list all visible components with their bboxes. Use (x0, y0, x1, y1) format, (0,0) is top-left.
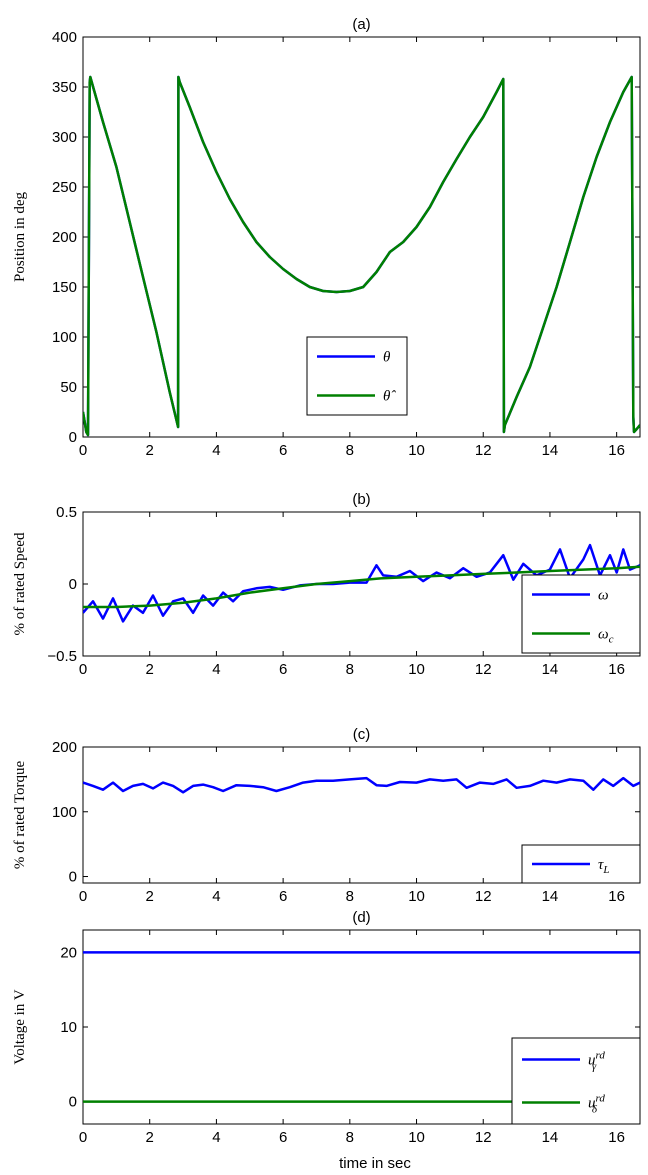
series-line-1 (83, 776, 640, 794)
series-line-1 (83, 543, 640, 623)
y-tick-label: 0 (69, 1094, 77, 1111)
x-tick-label: 12 (475, 888, 492, 905)
x-tick-label: 10 (408, 888, 425, 905)
x-tick-label: 14 (542, 661, 559, 678)
y-tick-label: 20 (60, 944, 77, 961)
panel-c: (c) % of rated Torque 0 2 4 6 8 10 12 14 16 0 100 200… (12, 726, 641, 905)
x-tick-label: 6 (279, 661, 287, 678)
y-tick-label: 100 (52, 804, 77, 821)
x-tick-label: 6 (279, 888, 287, 905)
panel-a: (a) Position in deg 0 2 4 6 8 10 12 14 16 0 50 100 150… (12, 16, 641, 459)
x-tick-label: 12 (475, 1129, 492, 1146)
x-tick-label: 0 (79, 888, 87, 905)
y-axis-label: Position in deg (12, 192, 28, 283)
x-tick-label: 16 (608, 1129, 625, 1146)
x-tick-label: 2 (146, 442, 154, 459)
panel-title: (b) (352, 491, 370, 508)
y-tick-label: 0 (69, 869, 77, 886)
x-tick-label: 0 (79, 661, 87, 678)
x-tick-label: 14 (542, 442, 559, 459)
x-tick-label: 6 (279, 442, 287, 459)
legend-box (306, 336, 408, 416)
series-line-2 (83, 75, 640, 437)
x-tick-label: 10 (408, 661, 425, 678)
legend-label: ωc (598, 627, 614, 646)
x-tick-label: 4 (212, 1129, 220, 1146)
y-tick-label: 0.5 (56, 504, 77, 521)
legend-label: ω (598, 588, 609, 604)
legend-label: urd δ (588, 1093, 605, 1116)
panel-title: (d) (352, 909, 370, 926)
panel-title: (a) (352, 16, 370, 33)
x-tick-label: 0 (79, 442, 87, 459)
legend: ω ωc (521, 574, 641, 654)
x-tick-label: 8 (346, 442, 354, 459)
y-tick-label: 250 (52, 179, 77, 196)
x-tick-label: 16 (608, 442, 625, 459)
legend-label: τL (598, 857, 610, 876)
x-tick-label: 10 (408, 1129, 425, 1146)
x-tick-label: 16 (608, 888, 625, 905)
y-tick-label: −0.5 (47, 648, 77, 665)
x-tick-label: 12 (475, 661, 492, 678)
y-tick-label: 300 (52, 129, 77, 146)
y-tick-label: 50 (60, 379, 77, 396)
y-tick-label: 100 (52, 329, 77, 346)
x-tick-label: 8 (346, 888, 354, 905)
legend-label: urd γ (588, 1050, 605, 1073)
x-tick-label: 8 (346, 1129, 354, 1146)
x-tick-label: 14 (542, 888, 559, 905)
x-tick-label: 4 (212, 888, 220, 905)
x-tick-label: 2 (146, 1129, 154, 1146)
legend-box (511, 1037, 641, 1125)
legend: θθ̂ (306, 336, 408, 416)
x-tick-label: 4 (212, 661, 220, 678)
x-tick-label: 12 (475, 442, 492, 459)
legend: urd γ urd δ (511, 1037, 641, 1125)
y-tick-label: 200 (52, 739, 77, 756)
x-tick-label: 2 (146, 661, 154, 678)
y-tick-label: 0 (69, 576, 77, 593)
series-line-2 (83, 565, 640, 609)
y-tick-label: 200 (52, 229, 77, 246)
y-tick-label: 400 (52, 29, 77, 46)
y-axis-label: % of rated Torque (12, 761, 28, 870)
x-tick-label: 2 (146, 888, 154, 905)
x-tick-label: 10 (408, 442, 425, 459)
legend-label: θ (383, 350, 391, 366)
x-tick-label: 6 (279, 1129, 287, 1146)
x-tick-label: 0 (79, 1129, 87, 1146)
y-axis-label: Voltage in V (12, 989, 28, 1064)
legend: τL (521, 844, 641, 884)
x-axis-label: time in sec (339, 1155, 411, 1172)
x-tick-label: 8 (346, 661, 354, 678)
panel-title: (c) (353, 726, 371, 743)
legend-box (521, 574, 641, 654)
y-tick-label: 350 (52, 79, 77, 96)
y-tick-label: 150 (52, 279, 77, 296)
y-axis-label: % of rated Speed (12, 532, 28, 635)
x-tick-label: 16 (608, 661, 625, 678)
x-tick-label: 14 (542, 1129, 559, 1146)
y-tick-label: 10 (60, 1019, 77, 1036)
x-tick-label: 4 (212, 442, 220, 459)
y-tick-label: 0 (69, 429, 77, 446)
